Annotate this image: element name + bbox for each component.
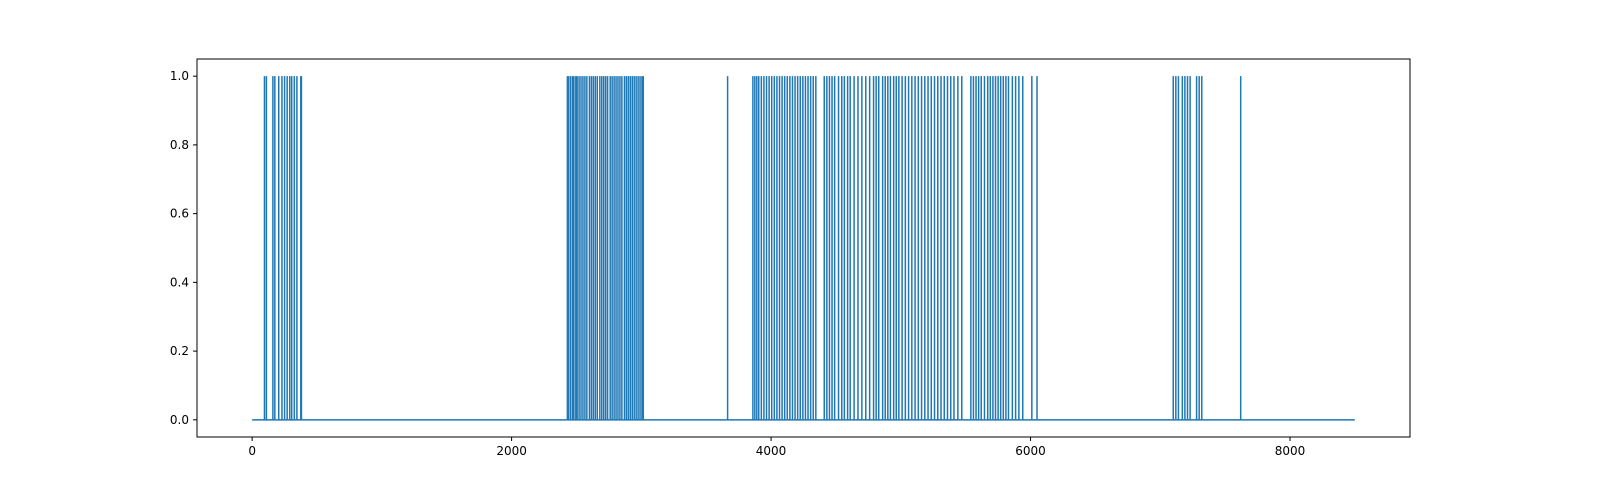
x-tick-label: 8000	[1275, 444, 1306, 458]
y-axis: 0.0 0.2 0.4 0.6 0.8 1.0	[170, 69, 197, 427]
x-tick-label: 2000	[496, 444, 527, 458]
y-tick-label: 0.8	[170, 138, 189, 152]
y-tick-label: 0.4	[170, 275, 189, 289]
y-tick-label: 0.6	[170, 207, 189, 221]
x-tick-label: 4000	[756, 444, 787, 458]
x-tick-label: 6000	[1015, 444, 1046, 458]
plot-content	[252, 76, 1355, 421]
series-line-0	[252, 76, 1355, 421]
y-tick-label: 0.0	[170, 413, 189, 427]
y-tick-label: 1.0	[170, 69, 189, 83]
plot-frame	[196, 58, 1411, 438]
x-axis: 0 2000 4000 6000 8000	[248, 437, 1305, 458]
y-tick-label: 0.2	[170, 344, 189, 358]
x-tick-label: 0	[248, 444, 256, 458]
